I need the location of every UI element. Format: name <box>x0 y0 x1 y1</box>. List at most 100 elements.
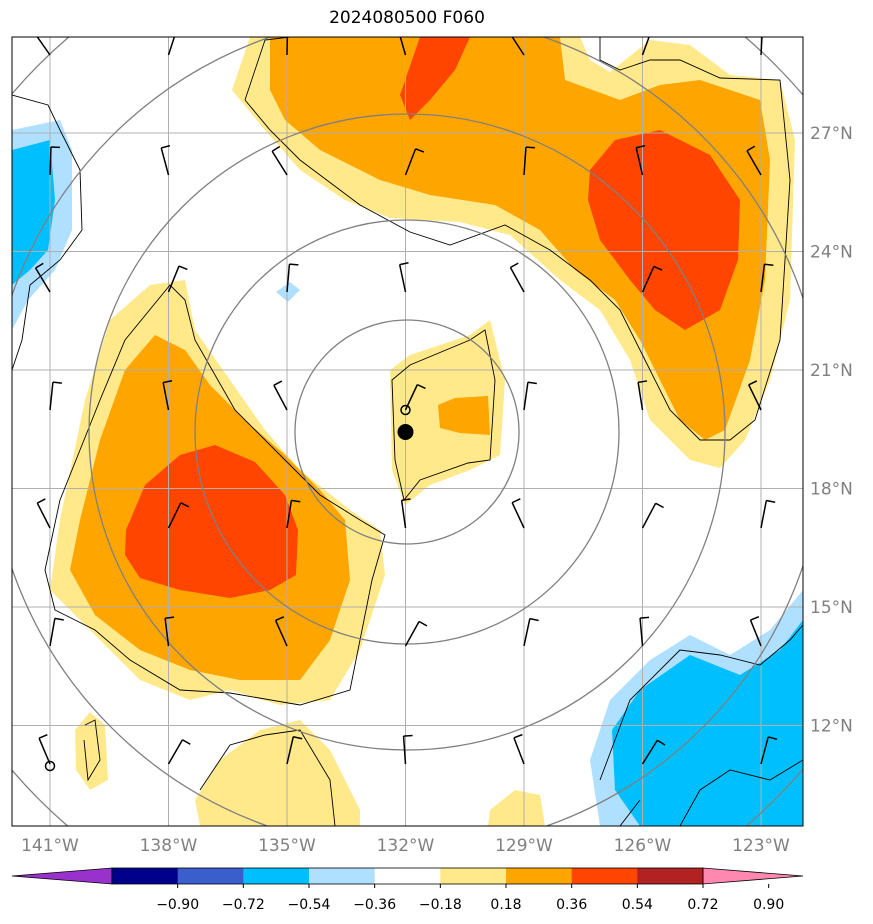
latitude-tick-label: 18°N <box>810 480 853 500</box>
wind-barb <box>167 37 176 56</box>
colorbar-labels: −0.90 −0.72 −0.54 −0.36 −0.18 0.18 0.36 0.54 0.7… <box>156 897 784 913</box>
longitude-tick-label: 132°W <box>377 836 435 856</box>
wind-barb <box>511 498 525 529</box>
colorbar-segment <box>177 868 244 884</box>
wind-barb <box>34 262 51 293</box>
range-ring-1 <box>294 319 520 545</box>
contour-left-edge <box>12 94 83 371</box>
wind-barb <box>513 733 525 765</box>
contour-south <box>83 719 336 826</box>
colorbar-segment <box>374 868 441 884</box>
storm-markers <box>44 404 414 772</box>
wind-barb <box>404 620 428 647</box>
position-marker <box>400 404 411 416</box>
latitude-tick-label: 15°N <box>810 598 853 618</box>
wind-barb <box>160 144 171 176</box>
wind-barb <box>760 37 763 56</box>
latitude-tick-label: 12°N <box>810 717 853 737</box>
wind-barbs <box>34 37 778 765</box>
colorbar-tick-label: 0.72 <box>687 897 718 913</box>
contour-center-cell <box>391 329 496 502</box>
negative-region-small <box>276 282 300 302</box>
position-marker <box>44 760 56 772</box>
colorbar-tick-label: 0.18 <box>490 897 521 913</box>
colorbar-tick-label: 0.36 <box>556 897 587 913</box>
wind-barb <box>404 148 425 176</box>
wind-barb <box>523 146 535 176</box>
colorbar-tick-label: −0.54 <box>288 897 331 913</box>
longitude-labels: 141°W 138°W 135°W 132°W 129°W 126°W 123°W <box>21 836 790 856</box>
wind-barb <box>641 37 650 56</box>
colorbar-segment <box>637 868 704 884</box>
positive-band-northeast-red <box>400 37 470 120</box>
wind-barb <box>286 499 301 529</box>
wind-barb <box>641 502 664 529</box>
contour-southeast <box>599 624 803 826</box>
colorbar-segment <box>571 868 638 884</box>
graticule <box>12 37 803 826</box>
wind-barb <box>760 263 774 293</box>
wind-barb <box>398 262 409 293</box>
latitude-tick-label: 27°N <box>810 124 853 144</box>
positive-patch-south <box>195 720 360 826</box>
latitude-tick-label: 21°N <box>810 361 853 381</box>
wind-barb <box>286 735 303 765</box>
wind-barb <box>399 37 407 56</box>
latitude-tick-label: 24°N <box>810 243 853 263</box>
wind-barb <box>49 617 64 647</box>
wind-barb <box>746 145 762 176</box>
wind-barb <box>641 739 666 765</box>
colorbar-extend-low <box>11 867 113 885</box>
latitude-labels: 27°N 24°N 21°N 18°N 15°N 12°N <box>810 124 853 737</box>
wind-barb <box>523 381 537 411</box>
colorbar <box>11 867 804 888</box>
wind-barb <box>400 498 411 529</box>
contour-lines <box>12 37 803 826</box>
longitude-tick-label: 135°W <box>258 836 316 856</box>
wind-barb <box>635 144 646 176</box>
positive-patch-southwest <box>75 712 108 790</box>
wind-barb <box>760 499 776 529</box>
wind-barb <box>271 145 288 176</box>
contour-northeast <box>244 37 791 441</box>
wind-barb <box>286 263 299 293</box>
wind-barb <box>286 37 289 56</box>
colorbar-tick-label: −0.18 <box>419 897 462 913</box>
range-ring-3 <box>88 113 726 751</box>
positive-patch-south-east <box>488 790 545 826</box>
longitude-tick-label: 138°W <box>140 836 198 856</box>
colorbar-tick-label: 0.54 <box>622 897 653 913</box>
longitude-tick-label: 126°W <box>614 836 672 856</box>
wind-barb <box>511 37 525 56</box>
wind-barb <box>749 615 762 647</box>
longitude-tick-label: 123°W <box>732 836 790 856</box>
colorbar-segment <box>440 868 507 884</box>
wind-barb <box>523 617 539 647</box>
wind-barb <box>637 380 648 411</box>
colorbar-tick-label: −0.36 <box>353 897 396 913</box>
wind-barb <box>162 380 173 411</box>
longitude-tick-label: 141°W <box>21 836 79 856</box>
wind-barb <box>274 616 288 647</box>
colorbar-frame <box>111 867 704 885</box>
wind-barb <box>164 616 175 647</box>
contour-west <box>44 284 386 706</box>
wind-barb <box>36 37 51 56</box>
map-title: 2024080500 F060 <box>329 8 485 28</box>
wind-barb <box>760 736 778 765</box>
colorbar-segment <box>506 868 573 884</box>
wind-barb <box>641 265 663 293</box>
colorbar-tick-label: 0.90 <box>753 897 784 913</box>
colorbar-segment <box>112 868 179 884</box>
positive-band-northeast-red-2 <box>588 130 740 330</box>
colorbar-tick-label: −0.90 <box>156 897 199 913</box>
wind-barb <box>38 734 51 765</box>
wind-barb <box>402 734 413 765</box>
wind-barb <box>36 498 51 529</box>
wind-barb <box>49 381 62 411</box>
storm-center-marker <box>397 424 414 440</box>
wind-barb <box>49 146 60 176</box>
wind-barb <box>273 380 288 411</box>
wind-barb <box>167 739 191 765</box>
colorbar-segment <box>243 868 310 884</box>
